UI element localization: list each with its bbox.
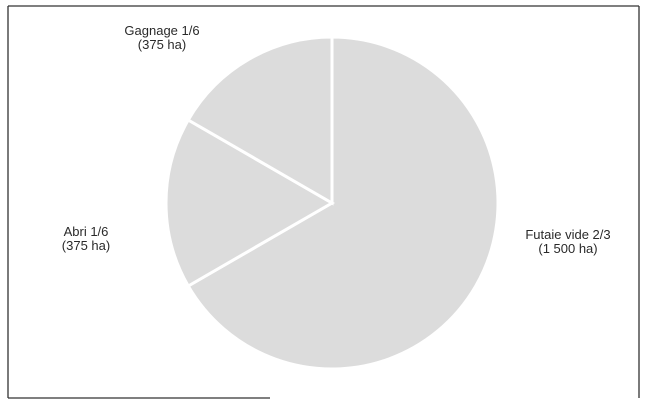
label-gagnage-area: (375 ha) [137, 37, 187, 52]
label-futaie-vide-name: Futaie vide 2/3 [525, 227, 611, 242]
pie-slices [164, 35, 500, 371]
label-abri-name: Abri 1/6 [63, 224, 109, 239]
label-futaie-vide: Futaie vide 2/3 (1 500 ha) [525, 228, 610, 256]
label-gagnage: Gagnage 1/6 (375 ha) [124, 24, 199, 52]
pie-slice-gagnage [186, 35, 334, 206]
label-abri-area: (375 ha) [61, 238, 111, 253]
pie-slice-abri [164, 117, 335, 289]
label-gagnage-name: Gagnage 1/6 [124, 23, 200, 38]
chart-frame [7, 5, 640, 399]
label-abri: Abri 1/6 (375 ha) [62, 225, 110, 253]
pie-slice-futaie-vide [186, 35, 500, 371]
label-futaie-vide-area: (1 500 ha) [538, 241, 598, 256]
